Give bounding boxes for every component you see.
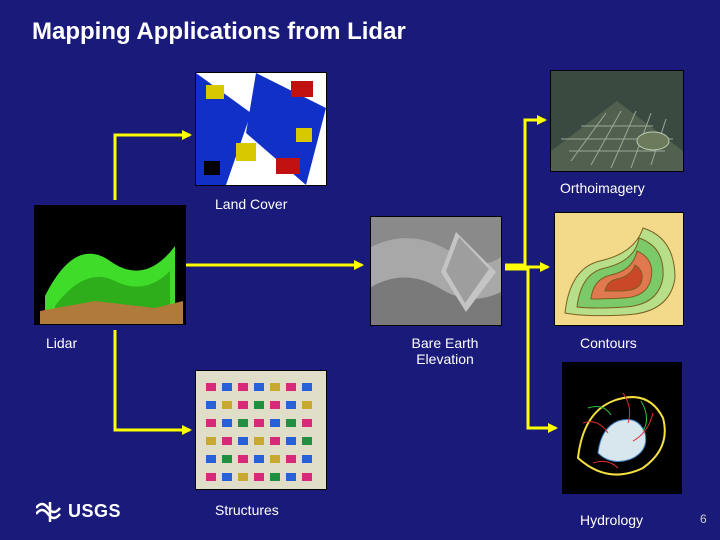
slide: Mapping Applications from Lidar Lidar La… xyxy=(0,0,720,540)
arrow-bareearth-hydrology xyxy=(505,269,556,428)
flow-arrows xyxy=(0,0,720,540)
arrow-bareearth-ortho xyxy=(505,120,545,265)
arrow-lidar-landcover xyxy=(115,135,190,200)
usgs-wave-icon xyxy=(36,500,64,522)
usgs-text: USGS xyxy=(68,501,121,522)
arrow-lidar-structures xyxy=(115,330,190,430)
page-number: 6 xyxy=(700,512,707,526)
usgs-logo: USGS xyxy=(36,500,121,522)
